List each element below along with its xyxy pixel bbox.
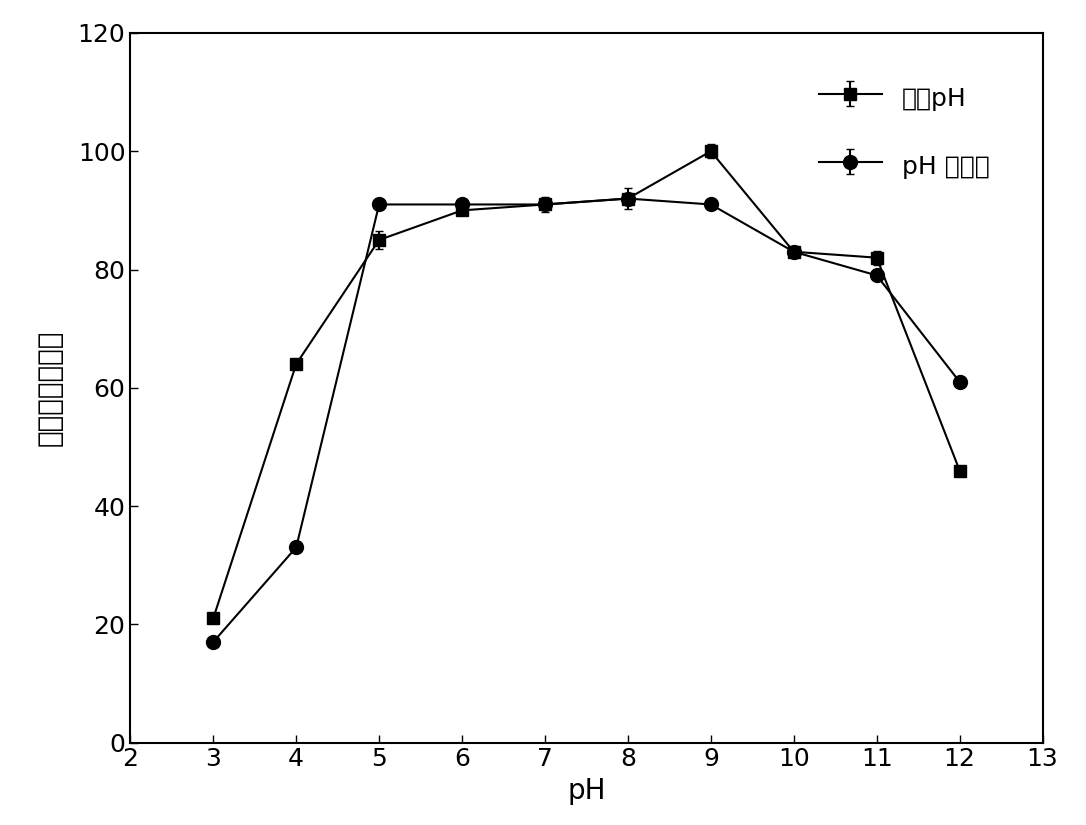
Legend: 最适pH, pH 稳定性: 最适pH, pH 稳定性 (809, 73, 999, 191)
X-axis label: pH: pH (567, 777, 606, 805)
Y-axis label: 相对活力（％）: 相对活力（％） (36, 329, 64, 446)
